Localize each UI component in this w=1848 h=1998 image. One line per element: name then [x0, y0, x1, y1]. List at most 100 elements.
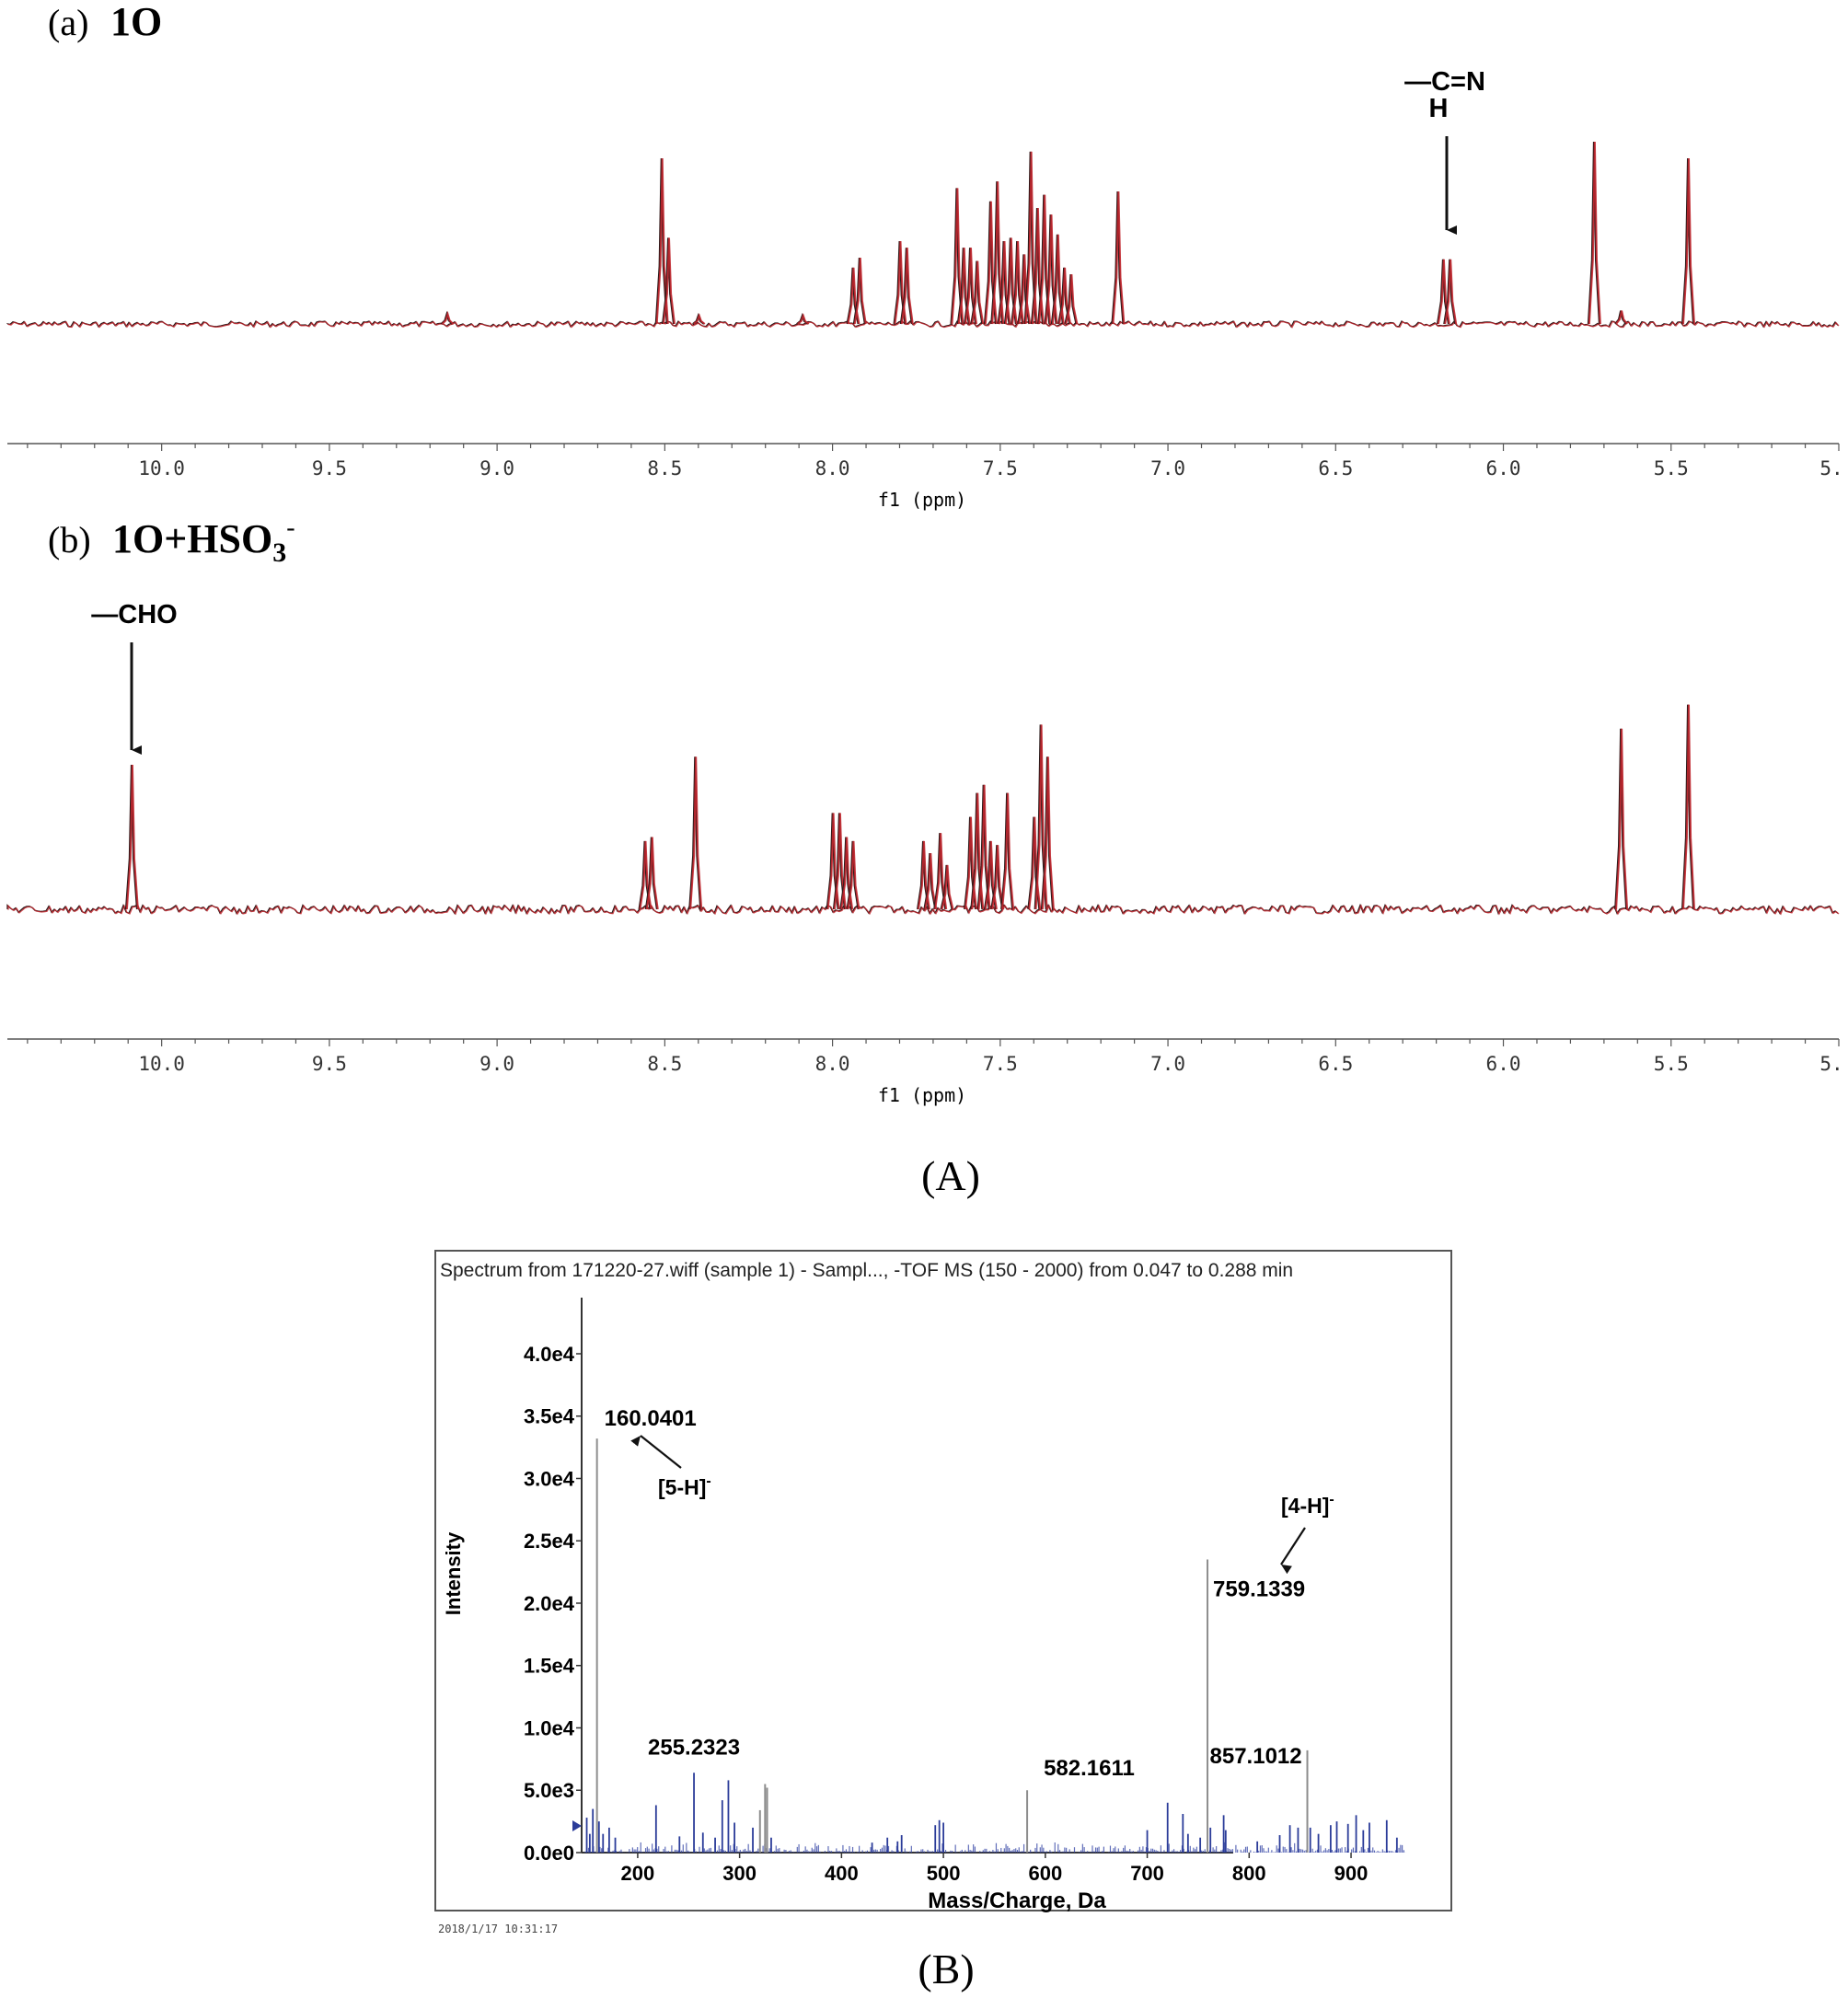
panel-B-caption: (B) — [918, 1946, 974, 1992]
ms-x-tick-label: 700 — [1130, 1862, 1164, 1885]
nmr-spectrum-b: (b) 1O+HSO3- 10.0 9.5 9.0 8.5 8.0 7.5 7.0 6.5 6.… — [6, 514, 1843, 1106]
panel-A-caption: (A) — [921, 1152, 980, 1199]
ms-y-tick-label: 4.0e4 — [524, 1343, 575, 1366]
nmr-peak — [655, 157, 669, 325]
nmr-peak — [1588, 141, 1601, 325]
panel-b-title-main: 1O+HSO — [112, 516, 272, 561]
nmr-b-x-axis: 10.0 9.5 9.0 8.5 8.0 7.5 7.0 6.5 6.0 5.5 5. — [7, 1038, 1843, 1075]
nmr-peak — [693, 313, 706, 325]
ms-x-tick-label: 300 — [722, 1862, 757, 1885]
nmr-b-peaks — [124, 704, 1695, 910]
nmr-x-tick-label: 5.5 — [1654, 457, 1689, 479]
panel-a-title: 1O — [110, 0, 162, 44]
ms-y-tick-label: 2.0e4 — [524, 1592, 575, 1615]
ms-y-tick-label: 1.0e4 — [524, 1716, 575, 1739]
nmr-x-tick-label: 6.5 — [1318, 457, 1353, 479]
nmr-x-tick-label: 10.0 — [138, 1053, 185, 1075]
ms-baseline — [583, 1842, 1406, 1853]
ms-title: Spectrum from 171220-27.wiff (sample 1) … — [440, 1260, 1293, 1281]
nmr-x-tick-label: 5. — [1819, 1053, 1842, 1075]
nmr-x-tick-label: 7.0 — [1150, 1053, 1185, 1075]
nmr-spectrum-a: (a) 1O 10.0 9.5 9.0 8.5 8.0 7.5 7.0 6.5 6.0 5.5 5.… — [6, 0, 1843, 511]
ms-x-ticks: 200 300 400 500 600 700 800 900 — [621, 1853, 1369, 1885]
nmr-a-x-axis-label: f1 (ppm) — [878, 489, 966, 511]
nmr-x-tick-label: 6.0 — [1486, 1053, 1521, 1075]
ms-peak-label: 255.2323 — [648, 1735, 740, 1760]
ms-ion-arrow — [1280, 1527, 1306, 1575]
panel-b-label: (b) — [48, 519, 91, 560]
nmr-x-tick-label: 9.0 — [479, 457, 514, 479]
ms-peaks — [585, 1438, 1398, 1853]
ms-ion-label: [5-H]- — [658, 1473, 711, 1499]
ms-peak-label: 759.1339 — [1213, 1577, 1305, 1602]
nmr-peak — [853, 257, 867, 325]
ms-y-tick-label: 3.5e4 — [524, 1405, 575, 1428]
ms-y-tick-label: 1.5e4 — [524, 1655, 575, 1678]
panel-b-title: 1O+HSO3- — [112, 514, 295, 568]
nmr-peak — [1001, 792, 1015, 910]
ms-ion-label: [4-H]- — [1281, 1492, 1334, 1518]
nmr-x-tick-label: 6.0 — [1486, 457, 1521, 479]
nmr-x-tick-label: 8.0 — [815, 457, 850, 479]
ms-peak-label: 582.1611 — [1044, 1756, 1135, 1781]
nmr-peak — [663, 237, 676, 325]
nmr-x-tick-label: 6.5 — [1318, 1053, 1353, 1075]
ms-x-tick-label: 200 — [621, 1862, 655, 1885]
imine-annotation: —C=N H — [1404, 67, 1485, 235]
nmr-peak — [991, 845, 1005, 910]
nmr-peak — [977, 784, 991, 910]
nmr-peak — [951, 188, 964, 325]
nmr-a-peaks — [440, 141, 1695, 325]
ms-peak-labels: 160.0401 255.2323 582.1611 759.1339 857.1012… — [605, 1406, 1334, 1781]
ms-x-tick-label: 600 — [1028, 1862, 1062, 1885]
nmr-x-tick-label: 5.5 — [1654, 1053, 1689, 1075]
baseline-noise-red — [7, 904, 1840, 916]
ms-x-tick-label: 500 — [927, 1862, 961, 1885]
ms-y-tick-label: 5.0e3 — [524, 1779, 574, 1802]
aldehyde-annotation: —CHO — [91, 600, 178, 755]
nmr-x-tick-label: 7.0 — [1150, 457, 1185, 479]
nmr-peak — [1018, 254, 1032, 325]
nmr-peak — [847, 840, 860, 910]
nmr-x-tick-label: 7.5 — [983, 1053, 1018, 1075]
nmr-x-tick-label: 9.5 — [312, 457, 347, 479]
panel-b-title-sub: 3 — [272, 537, 286, 568]
ms-frame — [434, 1250, 1452, 1911]
ms-y-tick-label: 3.0e4 — [524, 1467, 575, 1490]
nmr-peak — [1682, 704, 1695, 910]
ms-x-tick-label: 900 — [1334, 1862, 1369, 1885]
imine-label-bottom: H — [1429, 94, 1449, 123]
aldehyde-label: —CHO — [91, 600, 177, 629]
nmr-peak — [797, 313, 810, 325]
nmr-peak — [924, 852, 938, 910]
nmr-peak — [900, 248, 914, 325]
ms-y-axis-label: Intensity — [442, 1531, 465, 1615]
nmr-peak — [941, 864, 954, 910]
nmr-peak — [1615, 728, 1629, 910]
ms-ion-arrow — [630, 1435, 682, 1469]
nmr-x-tick-label: 7.5 — [983, 457, 1018, 479]
ms-x-tick-label: 400 — [825, 1862, 859, 1885]
nmr-x-tick-label: 8.5 — [647, 1053, 682, 1075]
ms-timestamp: 2018/1/17 10:31:17 — [438, 1923, 558, 1935]
nmr-x-tick-label: 10.0 — [138, 457, 185, 479]
ms-ion-label-main: [5-H] — [658, 1475, 706, 1499]
nmr-b-x-axis-label: f1 (ppm) — [878, 1084, 966, 1106]
panel-a-label: (a) — [48, 2, 88, 43]
ms-ion-label-main: [4-H] — [1281, 1494, 1329, 1518]
imine-label-top: —C=N — [1404, 67, 1485, 97]
nmr-b-baseline — [6, 903, 1840, 916]
nmr-peak — [1112, 191, 1126, 325]
ms-x-axis-label: Mass/Charge, Da — [928, 1888, 1106, 1913]
nmr-peak — [125, 764, 139, 910]
nmr-peak — [441, 310, 455, 325]
ms-x-tick-label: 800 — [1232, 1862, 1266, 1885]
ms-ion-label-sup: - — [1329, 1492, 1334, 1507]
nmr-x-tick-label: 9.0 — [479, 1053, 514, 1075]
baseline-noise-red — [7, 320, 1840, 329]
nmr-peak — [1065, 273, 1079, 325]
nmr-a-x-axis: 10.0 9.5 9.0 8.5 8.0 7.5 7.0 6.5 6.0 5.5 5. — [7, 443, 1843, 479]
nmr-peak — [971, 260, 985, 325]
nmr-peak — [689, 756, 703, 910]
